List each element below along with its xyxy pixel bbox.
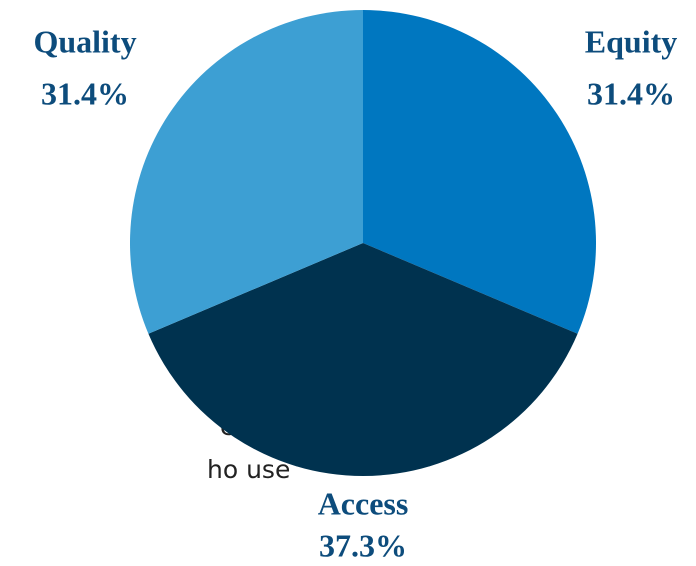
slice-value: 37.3%	[319, 527, 407, 563]
pie-slice	[129, 10, 363, 334]
slice-value: 31.4%	[587, 75, 675, 111]
slice-label: Equity	[585, 23, 677, 59]
slice-label: Access	[318, 485, 409, 521]
pie-slice	[148, 243, 578, 476]
pie-slice	[363, 10, 596, 334]
background-text: ho use	[207, 455, 290, 484]
slice-label: Quality	[33, 23, 136, 59]
slice-value: 31.4%	[41, 75, 129, 111]
